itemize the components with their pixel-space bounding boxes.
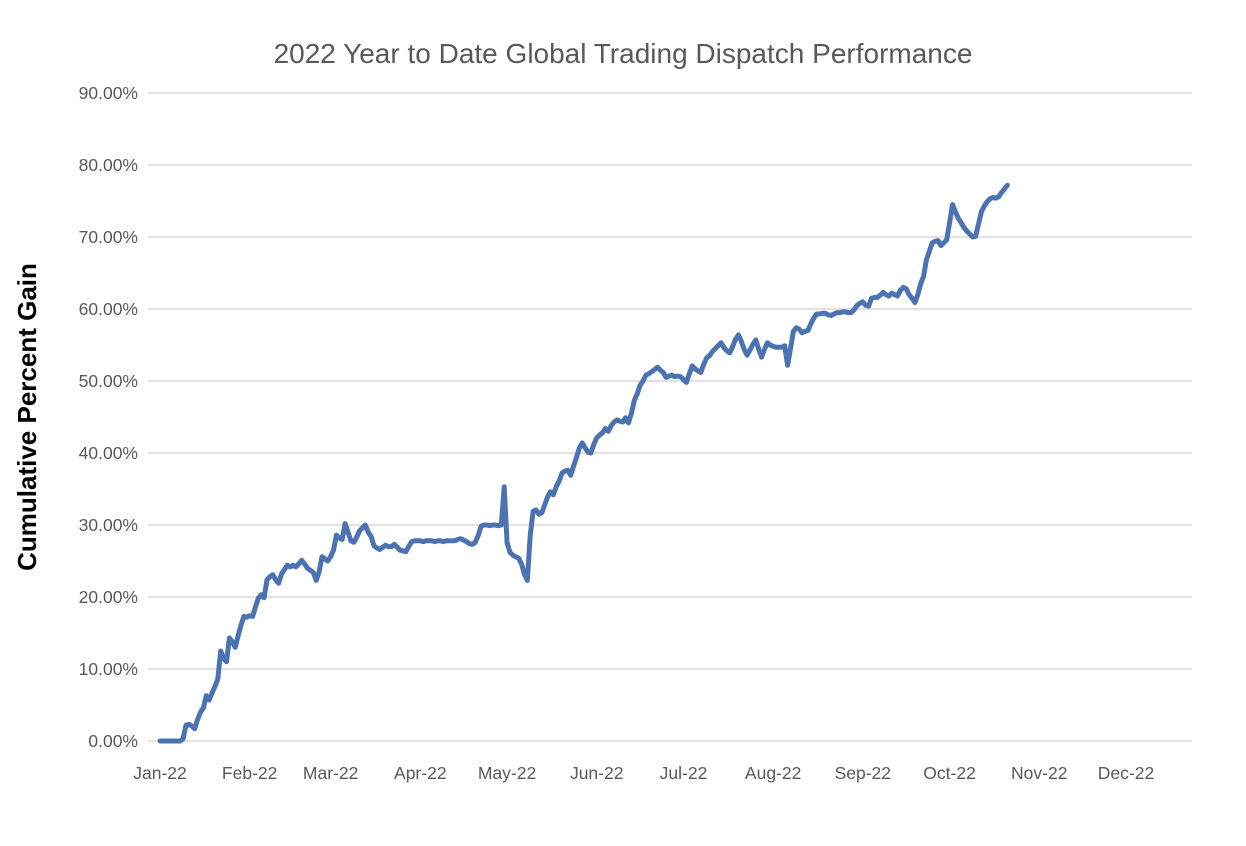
y-tick-label: 70.00% — [79, 227, 138, 247]
x-tick-label: Jan-22 — [133, 763, 187, 783]
y-tick-label: 10.00% — [79, 659, 138, 679]
x-tick-label: May-22 — [478, 763, 536, 783]
y-tick-label: 30.00% — [79, 515, 138, 535]
x-tick-label: Nov-22 — [1011, 763, 1067, 783]
x-tick-label: Sep-22 — [835, 763, 891, 783]
x-tick-label: Feb-22 — [222, 763, 277, 783]
performance-line — [157, 182, 1010, 744]
x-tick-label: Mar-22 — [303, 763, 358, 783]
y-tick-label: 90.00% — [79, 83, 138, 103]
y-tick-label: 40.00% — [79, 443, 138, 463]
x-tick-label: Oct-22 — [923, 763, 976, 783]
y-tick-label: 60.00% — [79, 299, 138, 319]
y-tick-label: 80.00% — [79, 155, 138, 175]
y-tick-label: 0.00% — [88, 731, 138, 751]
x-tick-label: Aug-22 — [745, 763, 801, 783]
x-tick-label: Jul-22 — [660, 763, 708, 783]
chart-title: 2022 Year to Date Global Trading Dispatc… — [273, 38, 973, 69]
x-tick-label: Apr-22 — [394, 763, 447, 783]
x-tick-label: Jun-22 — [570, 763, 624, 783]
y-axis-title: Cumulative Percent Gain — [12, 263, 42, 571]
x-tick-label: Dec-22 — [1098, 763, 1154, 783]
y-tick-label: 50.00% — [79, 371, 138, 391]
y-tick-label: 20.00% — [79, 587, 138, 607]
